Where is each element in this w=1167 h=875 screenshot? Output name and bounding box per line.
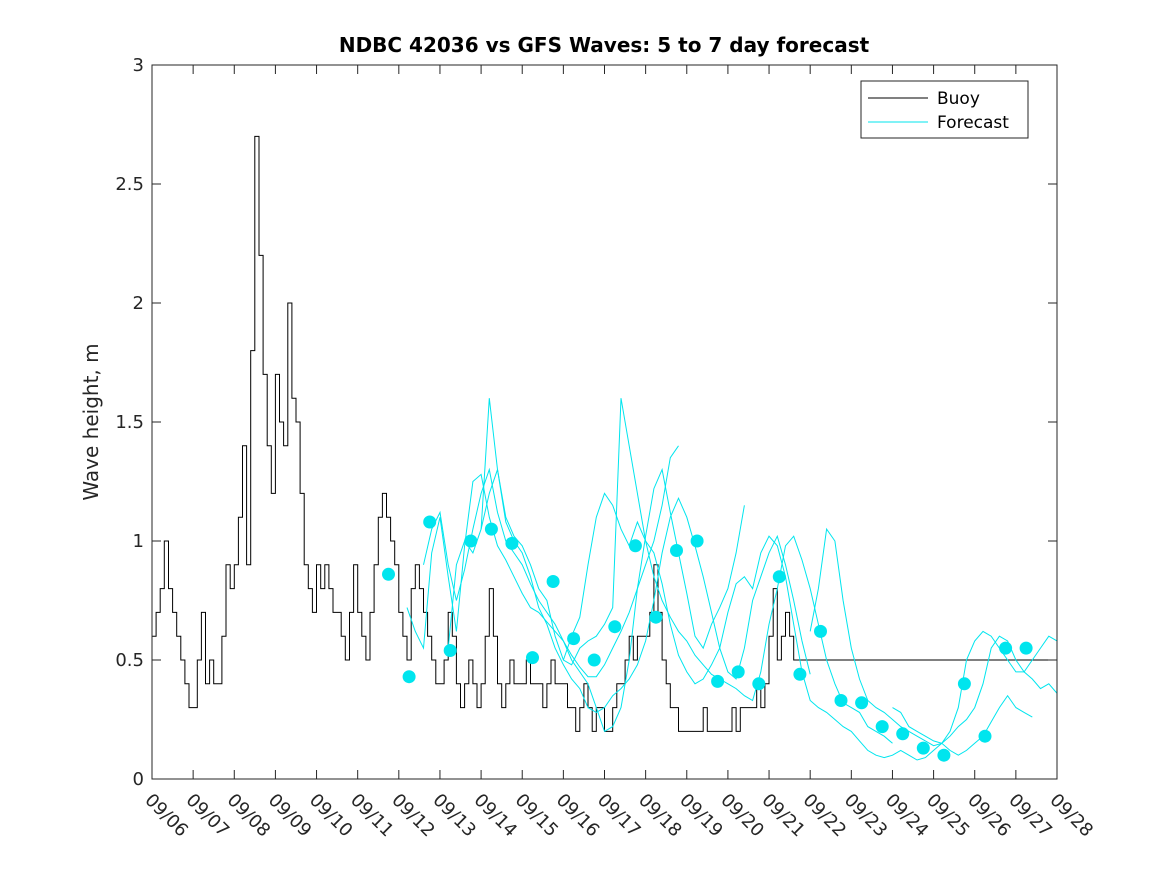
forecast-marker <box>772 570 786 584</box>
legend-buoy-label: Buoy <box>937 89 980 109</box>
data-layer <box>152 135 1057 762</box>
forecast-marker <box>546 575 560 588</box>
y-tick-label: 0 <box>133 769 144 790</box>
forecast-marker <box>670 544 683 557</box>
chart-title: NDBC 42036 vs GFS Waves: 5 to 7 day fore… <box>339 33 870 57</box>
y-axis-label: Wave height, m <box>79 343 103 500</box>
forecast-marker <box>731 665 745 679</box>
legend-forecast-label: Forecast <box>937 113 1009 133</box>
legend-box <box>860 80 1029 139</box>
forecast-marker <box>628 539 642 553</box>
forecast-marker <box>999 641 1013 655</box>
forecast-series-line-4 <box>480 398 893 744</box>
forecast-marker <box>464 534 478 548</box>
forecast-series-line-3 <box>447 398 811 713</box>
forecast-marker <box>505 536 519 550</box>
forecast-series-line-2 <box>423 467 745 733</box>
forecast-marker <box>587 653 601 667</box>
forecast-marker <box>711 674 725 688</box>
forecast-marker <box>526 651 539 665</box>
forecast-marker <box>834 694 848 707</box>
forecast-marker <box>937 748 951 762</box>
forecast-marker <box>752 677 766 691</box>
y-tick-label: 2.5 <box>115 174 144 195</box>
forecast-series-line-6 <box>809 527 1057 747</box>
forecast-marker <box>916 741 930 755</box>
legend: Buoy Forecast <box>860 80 1029 139</box>
forecast-marker <box>690 534 704 548</box>
forecast-marker <box>567 632 581 646</box>
forecast-marker <box>896 727 910 741</box>
forecast-marker <box>875 720 889 734</box>
forecast-marker <box>402 670 416 684</box>
forecast-marker <box>855 696 869 710</box>
forecast-marker <box>1019 641 1033 655</box>
y-tick-label: 0.5 <box>115 650 144 671</box>
y-tick-label: 1 <box>133 531 144 552</box>
forecast-series-line-7 <box>892 694 1033 756</box>
forecast-marker <box>957 677 971 691</box>
y-tick-label: 2 <box>133 293 144 314</box>
y-tick-label: 1.5 <box>115 412 144 433</box>
buoy-series-line <box>152 135 1057 732</box>
forecast-marker <box>382 567 395 581</box>
forecast-marker <box>978 729 992 743</box>
y-tick-label: 3 <box>133 55 144 76</box>
forecast-marker <box>649 610 663 624</box>
forecast-marker <box>484 522 498 536</box>
forecast-marker <box>443 644 457 657</box>
forecast-marker <box>423 515 437 529</box>
forecast-marker <box>793 667 807 681</box>
forecast-marker <box>814 624 827 638</box>
forecast-series-line-5 <box>562 492 1057 761</box>
forecast-marker <box>608 620 622 634</box>
